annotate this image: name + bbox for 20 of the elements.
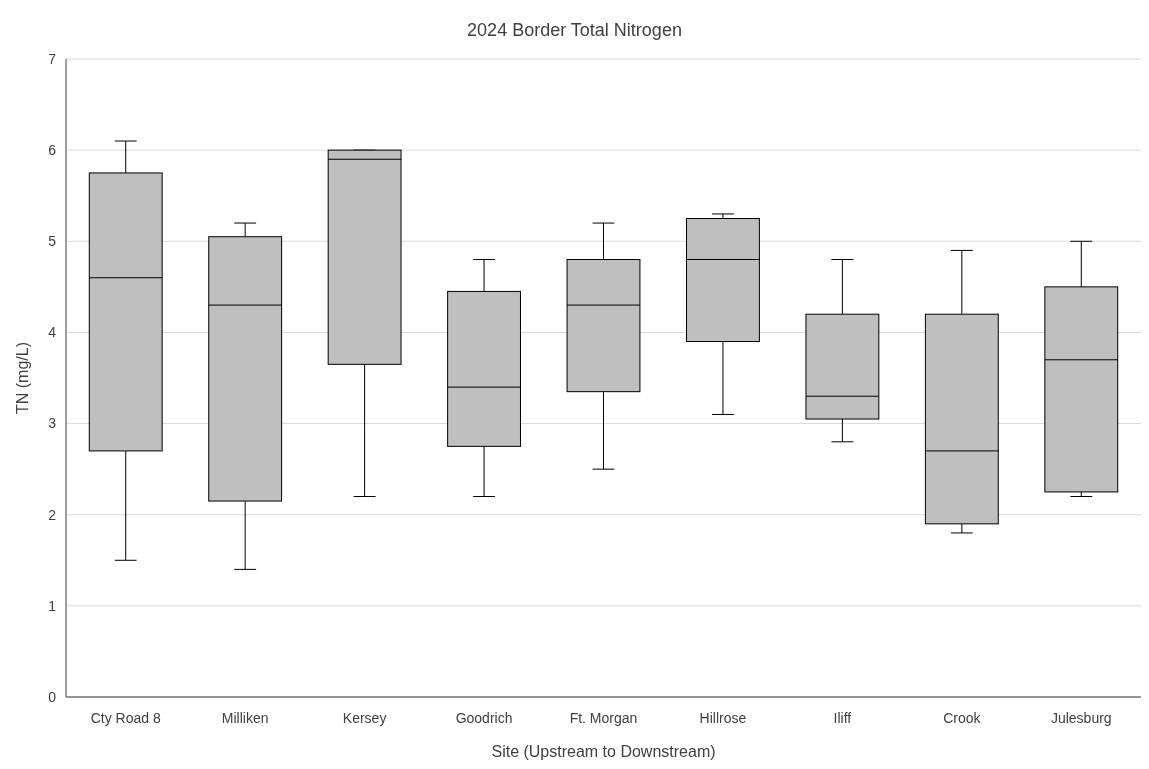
x-axis-title: Site (Upstream to Downstream) <box>491 743 716 760</box>
x-tick-label: Iliff <box>833 710 852 726</box>
x-tick-label: Ft. Morgan <box>569 710 638 726</box>
y-tick-label: 0 <box>48 688 57 705</box>
y-tick-label: 4 <box>48 324 57 341</box>
y-tick-label: 1 <box>48 597 57 614</box>
y-tick-label: 2 <box>48 506 57 523</box>
x-tick-label: Kersey <box>342 710 387 726</box>
x-tick-label: Crook <box>943 710 982 726</box>
y-axis-title: TN (mg/L) <box>14 342 31 414</box>
x-tick-label: Cty Road 8 <box>90 710 161 726</box>
y-tick-label: 7 <box>48 50 57 67</box>
y-tick-label: 6 <box>48 142 57 159</box>
x-tick-label: Milliken <box>221 710 269 726</box>
y-tick-label: 3 <box>48 415 57 432</box>
chart-title: 2024 Border Total Nitrogen <box>467 20 682 40</box>
x-tick-label: Goodrich <box>455 710 513 726</box>
x-tick-label: Julesburg <box>1050 710 1112 726</box>
x-tick-label: Hillrose <box>699 710 747 726</box>
y-tick-label: 5 <box>48 233 57 250</box>
